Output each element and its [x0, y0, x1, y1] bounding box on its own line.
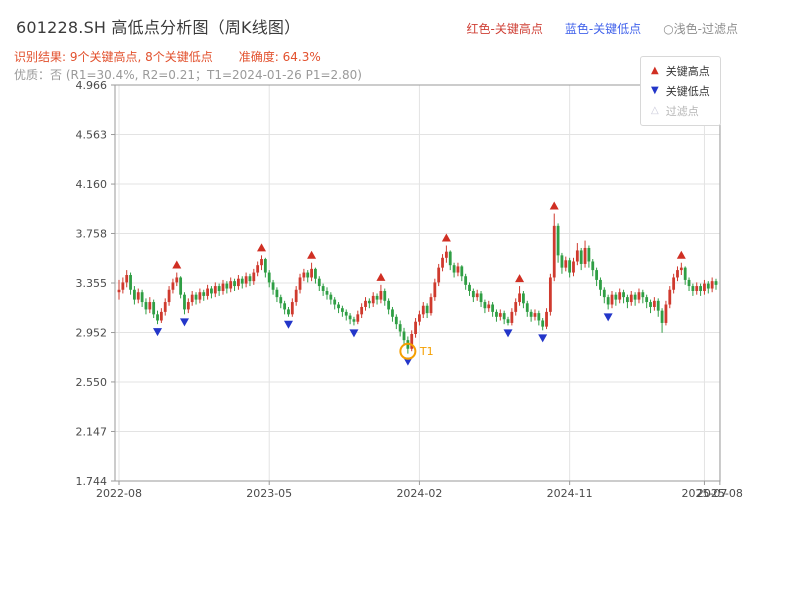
legend-label-key-low: 关键低点 — [665, 85, 710, 98]
legend-label-filtered: 过滤点 — [665, 105, 699, 118]
key-point-markers — [153, 201, 686, 366]
top-legend-filtered: ○浅色-过滤点 — [663, 22, 738, 36]
svg-text:2024-02: 2024-02 — [396, 487, 442, 500]
legend-item-key-low: ▼ 关键低点 — [651, 83, 710, 99]
top-legend: 红色-关键高点 蓝色-关键低点 ○浅色-过滤点 — [467, 20, 739, 37]
svg-text:3.355: 3.355 — [76, 277, 108, 290]
svg-text:T1: T1 — [419, 345, 434, 358]
legend-label-key-high: 关键高点 — [665, 65, 710, 78]
legend-item-filtered: △ 过滤点 — [651, 103, 710, 119]
quality-line: 优质：否 (R1=30.4%, R2=0.21；T1=2024-01-26 P1… — [14, 68, 362, 82]
legend-item-key-high: ▲ 关键高点 — [651, 63, 710, 79]
triangle-down-icon: ▼ — [651, 85, 659, 96]
svg-text:2.952: 2.952 — [76, 327, 108, 340]
top-legend-key-high: 红色-关键高点 — [466, 22, 543, 36]
svg-text:4.966: 4.966 — [76, 79, 108, 92]
t1-annotation: T1 — [399, 342, 434, 360]
recognition-result: 识别结果: 9个关键高点, 8个关键低点 — [14, 50, 213, 64]
plot-legend: ▲ 关键高点 ▼ 关键低点 △ 过滤点 — [640, 56, 721, 126]
triangle-hollow-icon: △ — [651, 105, 659, 116]
candles — [117, 213, 718, 354]
svg-text:2025-08: 2025-08 — [697, 487, 743, 500]
svg-text:4.563: 4.563 — [76, 129, 108, 142]
svg-text:2.550: 2.550 — [76, 376, 108, 389]
svg-text:4.160: 4.160 — [76, 178, 108, 191]
recognition-result-line: 识别结果: 9个关键高点, 8个关键低点 准确度: 64.3% — [14, 48, 321, 65]
svg-text:2024-11: 2024-11 — [547, 487, 593, 500]
svg-text:2.147: 2.147 — [76, 425, 108, 438]
accuracy-value: 准确度: 64.3% — [238, 50, 321, 64]
top-legend-key-low: 蓝色-关键低点 — [564, 22, 642, 36]
axis-labels: 4.966 4.563 4.160 3.758 3.355 2.952 2.550 2.147… — [76, 79, 743, 500]
gridlines — [115, 84, 721, 482]
triangle-up-icon: ▲ — [651, 65, 659, 76]
page-title: 601228.SH 高低点分析图（周K线图） — [16, 18, 301, 37]
svg-text:1.744: 1.744 — [76, 475, 108, 488]
axes — [111, 84, 721, 485]
svg-text:2022-08: 2022-08 — [96, 487, 142, 500]
svg-text:3.758: 3.758 — [76, 227, 108, 240]
svg-text:2025-07: 2025-07 — [681, 487, 727, 500]
svg-text:2023-05: 2023-05 — [246, 487, 292, 500]
